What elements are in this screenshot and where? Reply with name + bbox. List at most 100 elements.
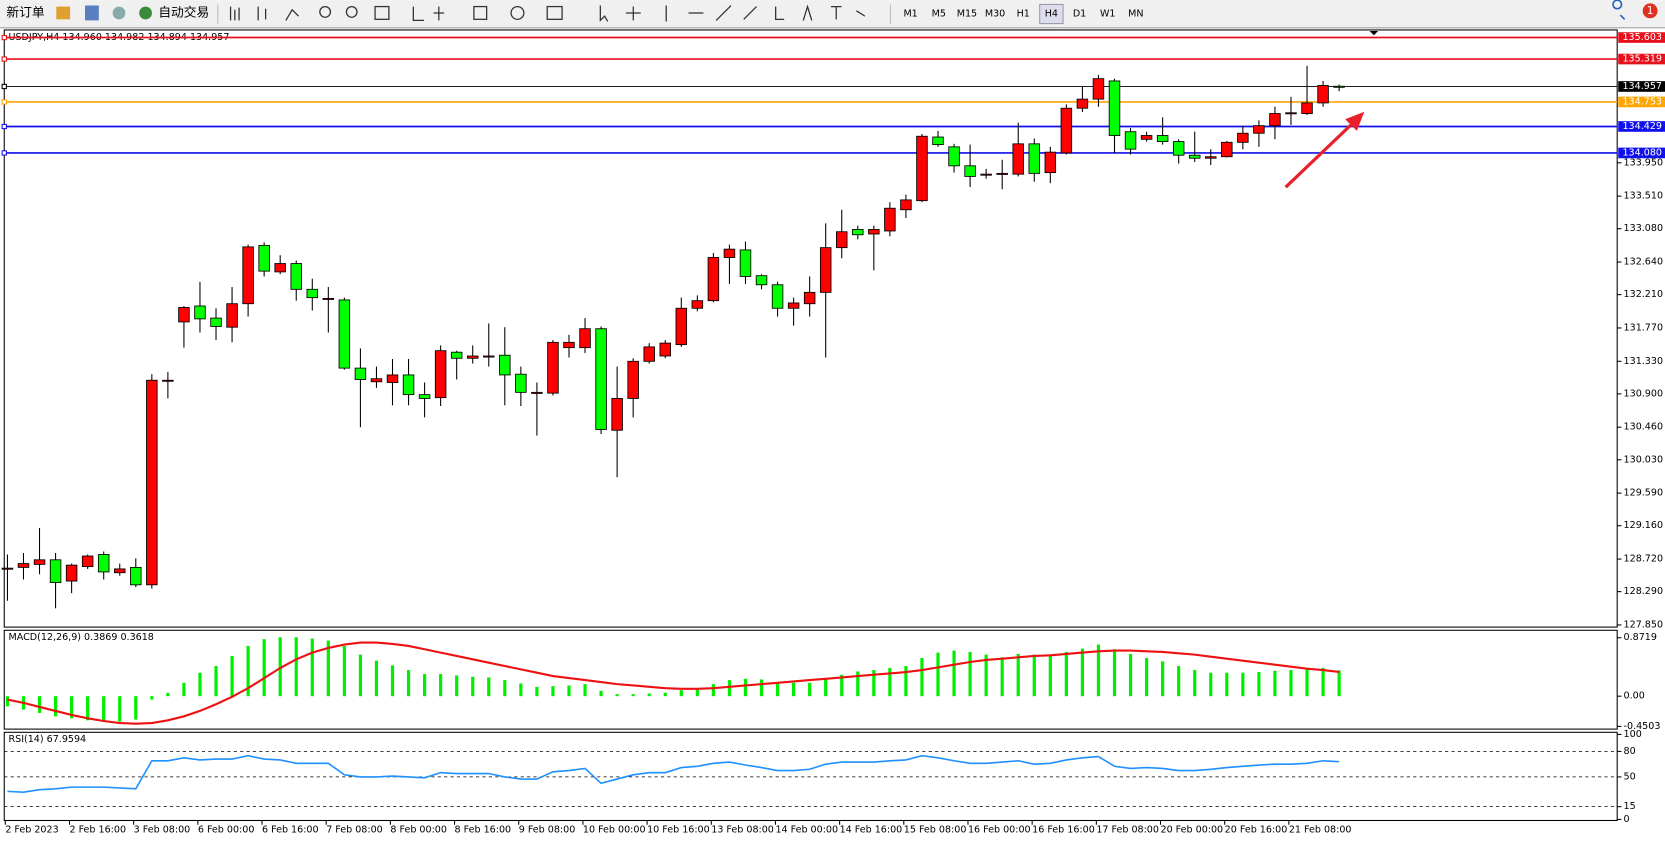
timeframe-button[interactable]: H1	[1017, 9, 1030, 20]
icon[interactable]	[546, 5, 563, 20]
macd-bar	[1128, 653, 1133, 697]
price-label: 134.429	[1622, 121, 1661, 132]
x-tick-label: 3 Feb 08:00	[134, 825, 191, 836]
auto-trading-button[interactable]: 自动交易	[158, 4, 209, 20]
icon[interactable]	[345, 5, 358, 18]
macd-bar	[663, 692, 667, 697]
icon[interactable]	[319, 5, 332, 18]
macd-bar	[1241, 672, 1245, 697]
x-tick-label: 6 Feb 00:00	[198, 825, 255, 836]
price-label-bg	[1618, 53, 1665, 65]
icon[interactable]	[412, 6, 445, 22]
y-tick-label: 128.290	[1624, 586, 1663, 597]
toolbar: 新订单 自动交易 M1 M5 M15 M30 H1 H4 D1 W1 MN 1	[0, 0, 1665, 29]
icon[interactable]	[139, 6, 152, 20]
y-tick-label: 129.160	[1624, 520, 1663, 531]
candle-body	[884, 207, 896, 232]
candle-body	[819, 247, 832, 293]
candle-body	[242, 246, 254, 305]
macd-bar	[1000, 657, 1004, 697]
timeframe-button[interactable]: W1	[1100, 9, 1116, 20]
y-tick-label: 133.080	[1624, 223, 1663, 234]
macd-bar	[1225, 672, 1229, 697]
candle-body	[1060, 107, 1073, 154]
macd-bar	[840, 674, 844, 697]
macd-bar	[904, 666, 908, 697]
line-handle	[1, 123, 7, 130]
timeframe-button[interactable]: D1	[1073, 9, 1086, 20]
icon[interactable]	[599, 5, 609, 22]
x-tick-label: 10 Feb 16:00	[647, 825, 710, 836]
macd-bar	[1209, 672, 1213, 697]
macd-bar	[695, 688, 699, 697]
macd-bar	[278, 637, 282, 697]
icon[interactable]	[85, 5, 99, 21]
timeframe-button[interactable]: MN	[1128, 9, 1143, 20]
macd-bar	[198, 672, 202, 697]
candle-body	[1253, 125, 1265, 134]
candle-body	[162, 379, 174, 382]
macd-bar	[503, 680, 507, 697]
annotation-arrow	[1284, 119, 1357, 189]
icon[interactable]	[229, 6, 240, 21]
timeframe-button[interactable]: M30	[985, 9, 1005, 20]
candle-body	[33, 559, 46, 565]
candle-body	[1, 567, 14, 570]
timeframe-button[interactable]: M1	[903, 9, 917, 20]
macd-bar	[342, 645, 346, 697]
macd-bar	[182, 682, 186, 697]
x-tick-label: 9 Feb 08:00	[519, 825, 576, 836]
price-label: 134.080	[1622, 147, 1661, 158]
candle-body	[691, 300, 704, 309]
candle-body	[354, 367, 367, 380]
macd-bar	[214, 666, 218, 697]
candle-body	[97, 554, 110, 573]
macd-bar	[1289, 670, 1293, 697]
icon[interactable]	[257, 6, 267, 21]
notification-badge[interactable]	[1642, 3, 1658, 19]
shift-marker	[1369, 31, 1379, 36]
icon[interactable]	[56, 6, 71, 20]
macd-bar	[246, 645, 250, 697]
icon[interactable]	[112, 6, 126, 20]
price-label: 134.957	[1622, 81, 1661, 92]
new-order-button[interactable]: 新订单	[6, 4, 44, 20]
icon[interactable]	[473, 5, 488, 20]
icon[interactable]	[285, 8, 300, 21]
macd-bar	[262, 639, 266, 697]
line-handle	[1, 99, 7, 105]
y-tick-label: 131.330	[1624, 356, 1663, 367]
tool-icons[interactable]	[229, 4, 866, 22]
icon[interactable]	[510, 5, 525, 20]
macd-bar	[631, 694, 635, 697]
macd-bar	[70, 696, 74, 719]
macd-bar	[1161, 661, 1165, 697]
macd-bar	[792, 682, 796, 697]
macd-bar	[118, 696, 122, 722]
macd-bar	[53, 696, 58, 717]
y-tick-label: 133.950	[1624, 157, 1663, 168]
macd-bar	[471, 676, 475, 697]
icon[interactable]	[625, 4, 866, 22]
candle-body	[1076, 98, 1089, 109]
candle-body	[1108, 80, 1121, 136]
search-icon[interactable]	[1612, 0, 1626, 20]
candle-body	[402, 374, 415, 396]
macd-bar	[1305, 669, 1309, 697]
timeframe-button[interactable]: M15	[957, 9, 977, 20]
macd-bar	[1193, 670, 1197, 697]
timeframe-button[interactable]: M5	[932, 9, 946, 20]
rsi-line	[7, 754, 1340, 794]
icon[interactable]	[374, 5, 390, 20]
candle-body	[81, 555, 94, 568]
line-handle	[1, 83, 7, 90]
toolbar-bg	[0, 0, 1665, 28]
x-tick-label: 20 Feb 16:00	[1225, 825, 1288, 836]
candle-body	[787, 302, 800, 309]
x-tick-label: 16 Feb 00:00	[968, 825, 1031, 836]
candle-body	[1092, 78, 1105, 100]
macd-bar	[1080, 648, 1085, 697]
price-label-bg	[1618, 121, 1665, 132]
timeframe-button[interactable]: H4	[1045, 9, 1058, 20]
candle-body	[964, 165, 976, 177]
